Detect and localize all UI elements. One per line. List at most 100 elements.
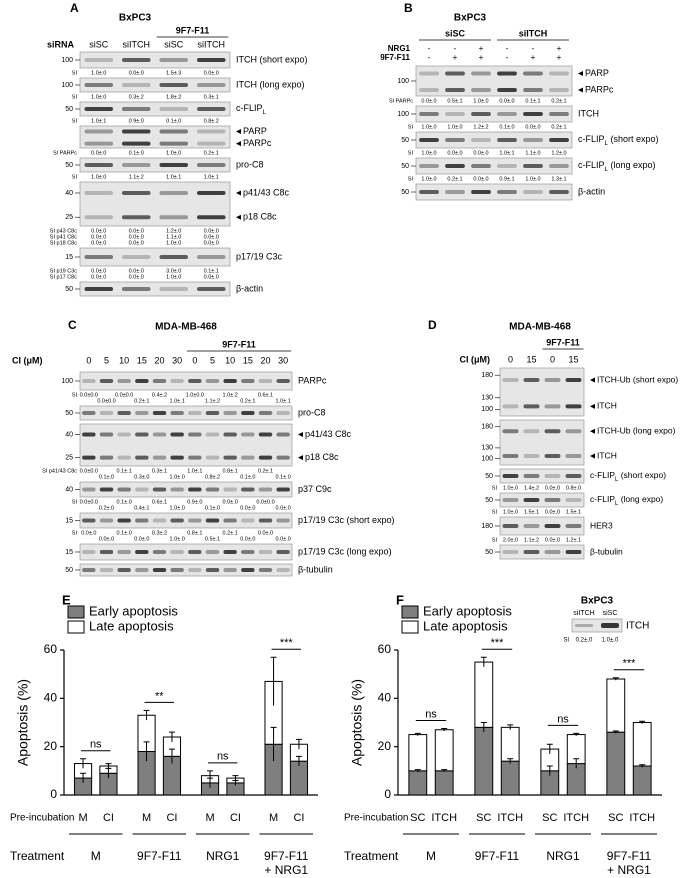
si-label: SI <box>492 537 498 543</box>
blot <box>415 131 573 149</box>
error-bar <box>80 772 87 783</box>
si-value: 0.0±.0 <box>204 274 219 280</box>
group-label: + NRG1 <box>264 863 308 877</box>
band <box>205 379 220 383</box>
si-value: 0.1±.0 <box>276 474 291 480</box>
group-label: 9F7-F11 <box>176 25 210 35</box>
band <box>197 163 226 167</box>
si-value: 0.0±.0 <box>91 240 106 246</box>
band <box>502 474 519 478</box>
band <box>122 129 151 134</box>
si-value: 0.9±.0 <box>129 118 144 124</box>
si-value: 0.8±.2 <box>204 118 219 124</box>
si-value: 0.0±.0 <box>258 530 273 536</box>
band <box>159 163 188 167</box>
band <box>497 190 517 194</box>
band <box>84 163 113 167</box>
band <box>205 411 220 415</box>
si-value: 0.0±.0 <box>204 70 219 76</box>
lane-label: siITCH <box>198 39 226 49</box>
si-label: SI p41 C8c <box>50 234 77 240</box>
band <box>276 550 290 554</box>
band <box>152 487 167 492</box>
mw-marker: 100 <box>61 378 73 385</box>
blot-label: ITCH <box>578 108 599 118</box>
band <box>197 287 226 291</box>
lane-label: 0 <box>508 354 513 364</box>
band <box>122 191 151 195</box>
si-value: 0.0±.0 <box>525 124 540 130</box>
band <box>159 129 188 134</box>
error-bar <box>441 728 448 731</box>
si-value: 1.0±.0 <box>91 70 106 76</box>
band <box>84 141 113 146</box>
band <box>565 498 582 502</box>
band <box>523 164 543 168</box>
band <box>445 138 465 142</box>
si-value: 0.0±.0 <box>91 268 106 274</box>
band <box>523 524 540 528</box>
treatment-sign: + <box>479 53 484 62</box>
band <box>258 487 273 492</box>
si-value: 0.0±.0 <box>129 240 144 246</box>
band <box>549 88 569 92</box>
band <box>471 88 491 92</box>
y-axis-label: Apoptosis (%) <box>15 679 31 766</box>
lane-label: 0 <box>550 354 555 364</box>
category-label: SC <box>476 812 491 824</box>
legend-swatch <box>401 620 419 634</box>
panel-letter: D <box>428 318 437 332</box>
label-text: c-FLIP <box>590 470 615 480</box>
blot <box>415 183 573 201</box>
si-value: 1.0±.1 <box>499 150 514 156</box>
si-value: 0.2±.1 <box>134 398 149 404</box>
si-value: 0.0±.0 <box>240 536 255 542</box>
si-value: 1.0±.0 <box>602 638 619 644</box>
band <box>82 487 96 492</box>
band <box>188 487 202 492</box>
band <box>523 429 540 434</box>
bar-segment <box>474 726 494 796</box>
lane-label: siSC <box>89 39 109 49</box>
treatment-sign: + <box>557 53 562 62</box>
band <box>135 550 149 554</box>
si-value: 1.1±.2 <box>205 398 220 404</box>
arrow <box>590 403 595 409</box>
band <box>197 129 226 134</box>
band <box>117 432 131 437</box>
si-value: 1.4±.2 <box>524 485 539 491</box>
label-text: c-FLIP <box>236 103 263 113</box>
blot-label: ITCH <box>597 450 617 460</box>
mw-marker: 100 <box>481 406 493 413</box>
error-bar <box>232 775 239 781</box>
band <box>276 455 290 460</box>
blot <box>499 419 585 466</box>
si-value: 0.0±.0 <box>91 150 106 156</box>
band <box>84 107 113 111</box>
group-label: 9F7-F11 <box>546 337 580 347</box>
si-value: 0.9±.0 <box>187 499 202 505</box>
si-value: 0.0±.0 <box>129 234 144 240</box>
si-value: 0.2±.0 <box>99 505 114 511</box>
band <box>276 432 290 437</box>
significance-label: ns <box>425 708 437 720</box>
band <box>276 411 290 415</box>
lane-label: 15 <box>137 355 147 365</box>
band <box>565 378 582 382</box>
band <box>170 411 184 415</box>
legend-swatch <box>67 620 85 634</box>
band <box>471 164 491 168</box>
band <box>523 474 540 478</box>
si-value: 0.2±.0 <box>576 638 593 644</box>
category-label: M <box>142 812 151 824</box>
band <box>99 411 114 415</box>
mw-marker: 50 <box>401 163 409 170</box>
band <box>188 379 202 383</box>
band <box>549 138 569 142</box>
si-value: 0.1±.0 <box>240 474 255 480</box>
blot-label: pro-C8 <box>236 159 264 169</box>
mw-marker: 50 <box>401 137 409 144</box>
panel-letter: C <box>68 318 77 332</box>
error-bar <box>507 724 514 730</box>
